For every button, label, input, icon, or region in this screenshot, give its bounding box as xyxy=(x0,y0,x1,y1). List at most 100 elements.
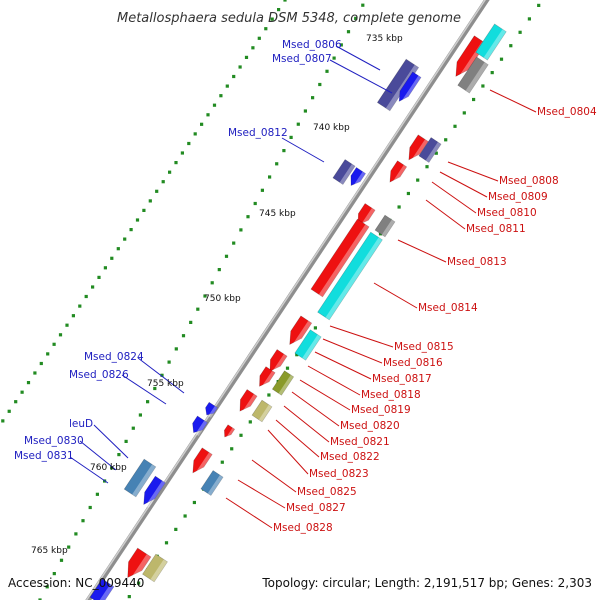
gene-box xyxy=(332,159,356,185)
leader-line xyxy=(431,181,477,214)
gc-dot xyxy=(200,122,204,126)
gene-feature xyxy=(389,160,408,186)
gene-highlight xyxy=(150,559,168,582)
gc-dot xyxy=(123,237,127,241)
gene-feature xyxy=(192,415,208,436)
gc-dot xyxy=(354,16,358,20)
gene-label-left: Msed_0807 xyxy=(272,53,332,65)
gene-feature xyxy=(310,218,370,298)
gc-dot xyxy=(397,205,401,209)
kbp-label: 735 kbp xyxy=(366,34,403,44)
gc-dot xyxy=(232,241,236,245)
gc-dot xyxy=(46,352,50,356)
gene-highlight xyxy=(410,139,429,164)
gene-highlight xyxy=(132,464,156,497)
gc-dot xyxy=(318,82,322,87)
gene-highlight xyxy=(325,237,383,320)
leader-line xyxy=(299,379,351,411)
gc-dot xyxy=(180,151,184,155)
gene-highlight xyxy=(241,394,258,415)
leader-line xyxy=(283,405,330,443)
genome-title: Metallosphaera sedula DSM 5348, complete… xyxy=(117,11,461,26)
kbp-label: 750 kbp xyxy=(204,294,241,304)
gc-dot xyxy=(117,453,121,457)
gene-highlight xyxy=(278,374,294,396)
gc-dot xyxy=(232,74,236,79)
gene-highlight xyxy=(195,420,208,436)
gene-feature xyxy=(143,475,166,508)
gene-arrow xyxy=(143,475,166,506)
gene-feature xyxy=(408,134,429,164)
gc-dot xyxy=(220,460,224,464)
gc-dot xyxy=(260,188,264,192)
leader-line xyxy=(322,338,383,364)
gc-dot xyxy=(52,342,56,346)
gene-box xyxy=(374,214,396,238)
gc-dot xyxy=(189,320,193,324)
gc-dot xyxy=(193,132,197,136)
gc-dot xyxy=(275,162,279,166)
leader-line xyxy=(291,391,340,427)
gene-box xyxy=(251,399,273,423)
gc-dot xyxy=(361,3,365,7)
gene-feature xyxy=(271,370,295,396)
gc-dot xyxy=(127,595,131,599)
gc-dot xyxy=(59,558,64,562)
gene-box xyxy=(200,470,224,496)
gene-arrow xyxy=(224,424,236,438)
gc-dot xyxy=(268,175,272,179)
gene-features xyxy=(89,23,507,600)
gc-dot xyxy=(155,189,159,193)
gene-label-right: Msed_0822 xyxy=(320,451,380,463)
gene-label-right: Msed_0817 xyxy=(372,373,432,385)
gene-arrow xyxy=(269,349,288,372)
gc-dot xyxy=(270,17,274,21)
gene-label-right: Msed_0818 xyxy=(361,389,421,401)
gc-dot xyxy=(481,84,485,88)
gene-highlight xyxy=(291,320,312,349)
gene-arrow xyxy=(259,366,276,387)
gene-label-right: Msed_0821 xyxy=(330,436,390,448)
gc-dot xyxy=(537,3,541,7)
gene-highlight xyxy=(339,164,356,185)
gc-dot xyxy=(244,55,249,59)
gc-dot xyxy=(251,46,255,50)
gc-dot xyxy=(434,151,438,155)
gc-dot xyxy=(14,400,18,404)
gc-dot xyxy=(52,572,56,576)
gene-label-right: Msed_0820 xyxy=(340,420,400,432)
gene-box xyxy=(271,370,295,396)
gene-feature xyxy=(398,71,422,105)
gc-dot xyxy=(406,191,410,196)
kbp-label: 740 kbp xyxy=(313,123,350,133)
leader-line xyxy=(329,59,393,94)
gc-dot xyxy=(183,514,187,518)
gene-box xyxy=(475,23,507,61)
gc-dot xyxy=(277,8,281,12)
gene-box xyxy=(317,231,383,321)
gc-dot xyxy=(425,165,429,169)
gc-dot xyxy=(116,247,120,251)
gc-dot xyxy=(239,228,243,232)
leader-line xyxy=(489,89,537,113)
gene-feature xyxy=(200,470,224,496)
gc-dot xyxy=(339,43,343,47)
gene-highlight xyxy=(225,427,235,440)
gc-dot xyxy=(7,409,11,413)
gene-feature xyxy=(332,159,356,185)
gc-dot xyxy=(253,201,257,206)
gc-dot xyxy=(103,266,107,270)
gene-box xyxy=(123,458,157,498)
gc-dot xyxy=(138,413,142,417)
gene-feature xyxy=(224,424,236,440)
gene-label-right: Msed_0815 xyxy=(394,341,454,353)
gene-feature xyxy=(289,315,313,349)
gc-dot xyxy=(472,97,476,102)
gene-highlight xyxy=(318,224,370,297)
gc-dot xyxy=(160,373,164,377)
gene-box xyxy=(310,218,370,298)
gene-arrow xyxy=(408,134,429,161)
gc-dot xyxy=(212,103,217,107)
gene-feature xyxy=(251,399,273,423)
